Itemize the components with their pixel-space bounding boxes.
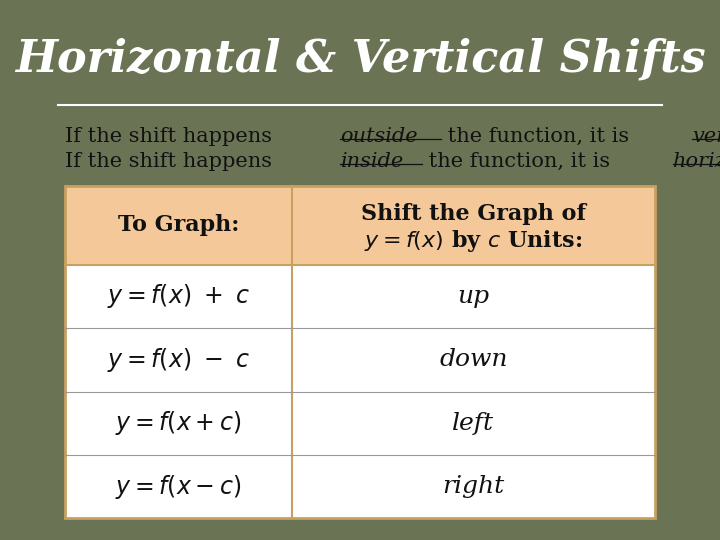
Text: Horizontal & Vertical Shifts: Horizontal & Vertical Shifts	[14, 38, 706, 81]
Text: horizontal: horizontal	[673, 152, 720, 171]
Text: Shift the Graph of: Shift the Graph of	[361, 202, 586, 225]
Text: $y = f(x + c)$: $y = f(x + c)$	[115, 409, 241, 437]
FancyBboxPatch shape	[65, 265, 655, 518]
Text: up: up	[457, 285, 490, 308]
Text: down: down	[439, 348, 508, 372]
Text: inside: inside	[341, 152, 404, 171]
Text: the function, it is: the function, it is	[422, 152, 617, 171]
Text: left: left	[452, 411, 495, 435]
FancyBboxPatch shape	[65, 186, 655, 265]
Text: If the shift happens: If the shift happens	[65, 152, 279, 171]
Text: outside: outside	[341, 127, 418, 146]
Text: $y = f(x)\ +\ c$: $y = f(x)\ +\ c$	[107, 282, 250, 310]
Text: To Graph:: To Graph:	[117, 214, 239, 237]
Text: right: right	[442, 475, 505, 498]
Text: $y = f(x)\ -\ c$: $y = f(x)\ -\ c$	[107, 346, 250, 374]
Text: $y = f(x - c)$: $y = f(x - c)$	[115, 472, 241, 501]
Text: vertical.: vertical.	[692, 127, 720, 146]
Text: If the shift happens: If the shift happens	[65, 127, 279, 146]
Text: the function, it is: the function, it is	[441, 127, 635, 146]
Text: $y = f(x)$ by $c$ Units:: $y = f(x)$ by $c$ Units:	[364, 227, 582, 254]
